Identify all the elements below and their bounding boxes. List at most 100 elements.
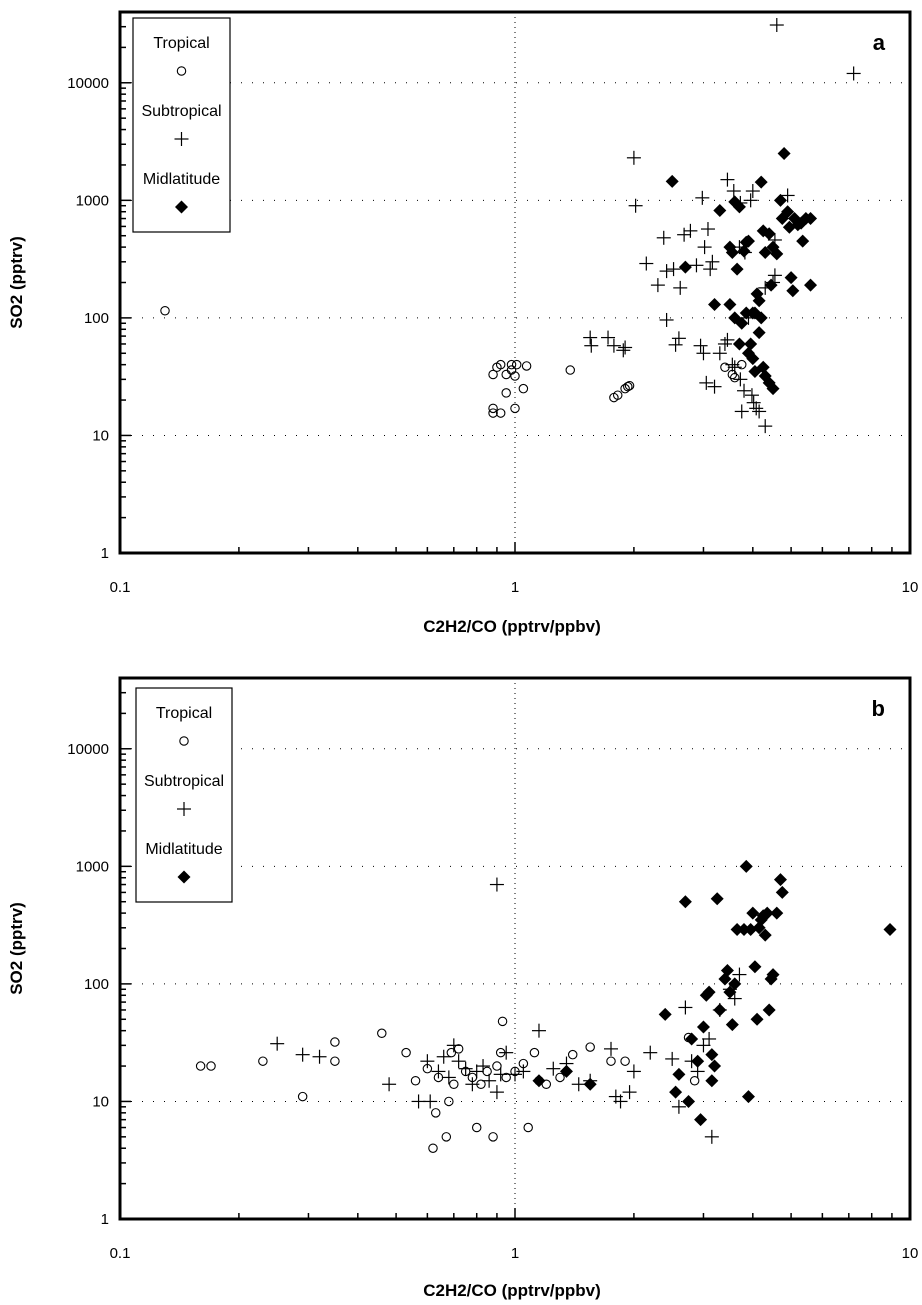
- data-point: [735, 404, 749, 418]
- legend-label: Midlatitude: [143, 171, 220, 188]
- data-point: [513, 360, 521, 368]
- data-point: [726, 1018, 739, 1031]
- data-point: [313, 1050, 327, 1064]
- data-point: [884, 923, 897, 936]
- data-point: [432, 1109, 440, 1117]
- data-point: [522, 362, 530, 370]
- data-point: [725, 358, 739, 372]
- data-point: [331, 1038, 339, 1046]
- data-point: [450, 1080, 458, 1088]
- data-point: [643, 1046, 657, 1060]
- data-point: [804, 279, 817, 292]
- data-point: [532, 1024, 546, 1038]
- data-point: [723, 298, 736, 311]
- data-point: [778, 147, 791, 160]
- data-point: [694, 339, 708, 353]
- data-point: [378, 1029, 386, 1037]
- data-points: [161, 18, 861, 433]
- y-tick-label: 1: [101, 545, 109, 562]
- series-tropical: [196, 1017, 698, 1152]
- data-point: [423, 1094, 437, 1108]
- data-point: [402, 1048, 410, 1056]
- data-point: [618, 340, 632, 354]
- legend-label: Subtropical: [144, 773, 224, 790]
- data-point: [701, 222, 715, 236]
- data-point: [502, 389, 510, 397]
- data-point: [516, 1064, 530, 1078]
- y-tick-label: 1000: [76, 858, 109, 875]
- data-point: [753, 326, 766, 339]
- chart-panel-b: 0.1 1 10110100100010000C2H2/CO (pptrv/ppbv…: [7, 678, 918, 1300]
- data-point: [511, 404, 519, 412]
- x-tick-label: 10: [902, 1245, 919, 1262]
- data-point: [796, 235, 809, 248]
- data-point: [728, 360, 742, 374]
- data-point: [502, 370, 510, 378]
- data-point: [482, 1074, 496, 1088]
- data-point: [678, 1000, 692, 1014]
- data-point: [669, 1086, 682, 1099]
- x-tick-label: 10: [902, 579, 919, 596]
- y-tick-label: 100: [84, 976, 109, 993]
- data-points: [196, 860, 896, 1153]
- data-point: [727, 184, 741, 198]
- data-point: [763, 1003, 776, 1016]
- data-point: [708, 1060, 721, 1073]
- data-point: [733, 337, 746, 350]
- data-point: [483, 1067, 491, 1075]
- data-point: [685, 1032, 698, 1045]
- data-point: [758, 419, 772, 433]
- data-point: [683, 224, 697, 238]
- data-point: [490, 1085, 504, 1099]
- data-point: [660, 264, 674, 278]
- data-point: [669, 338, 683, 352]
- data-point: [673, 281, 687, 295]
- data-point: [672, 1068, 685, 1081]
- data-point: [731, 263, 744, 276]
- data-point: [785, 271, 798, 284]
- y-tick-label: 10000: [67, 75, 109, 92]
- data-point: [705, 255, 719, 269]
- data-point: [665, 1052, 679, 1066]
- data-point: [786, 284, 799, 297]
- data-point: [331, 1057, 339, 1065]
- data-point: [679, 261, 692, 274]
- data-point: [749, 401, 763, 415]
- data-point: [601, 331, 615, 345]
- data-point: [691, 1055, 704, 1068]
- data-point: [720, 333, 734, 347]
- data-point: [708, 380, 722, 394]
- data-point: [498, 1017, 506, 1025]
- y-axis-title: SO2 (pptrv): [7, 236, 26, 329]
- data-point: [746, 184, 760, 198]
- data-point: [447, 1038, 461, 1052]
- data-point: [705, 1048, 718, 1061]
- data-point: [705, 1130, 719, 1144]
- data-point: [442, 1070, 456, 1084]
- data-point: [445, 1097, 453, 1105]
- data-point: [490, 878, 504, 892]
- data-point: [776, 886, 789, 899]
- data-point: [702, 1032, 716, 1046]
- data-point: [604, 1042, 618, 1056]
- data-point: [733, 372, 747, 386]
- data-point: [429, 1144, 437, 1152]
- data-point: [744, 337, 757, 350]
- data-point: [382, 1077, 396, 1091]
- data-point: [748, 960, 761, 973]
- data-point: [499, 1046, 513, 1060]
- data-point: [623, 1085, 637, 1099]
- legend-label: Midlatitude: [145, 841, 222, 858]
- data-point: [770, 18, 784, 32]
- data-point: [584, 1078, 597, 1091]
- x-tick-label: 0.1: [110, 1245, 131, 1262]
- x-axis-title: C2H2/CO (pptrv/ppbv): [423, 617, 601, 636]
- data-point: [694, 1113, 707, 1126]
- y-tick-label: 10000: [67, 741, 109, 758]
- data-point: [196, 1062, 204, 1070]
- legend-label: Tropical: [153, 35, 209, 52]
- data-point: [666, 175, 679, 188]
- data-point: [682, 1095, 695, 1108]
- data-point: [298, 1092, 306, 1100]
